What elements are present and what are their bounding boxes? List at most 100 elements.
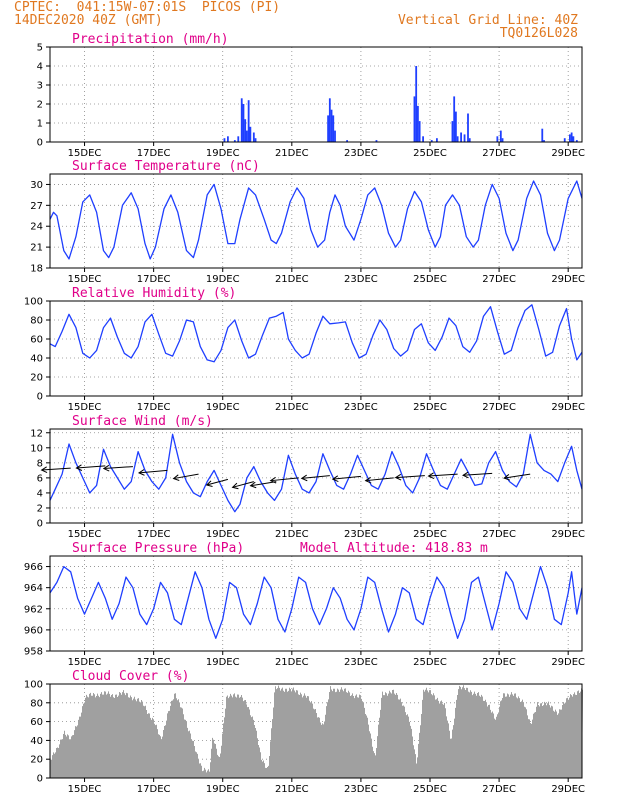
x-tick-label: 19DEC — [206, 529, 240, 540]
y-tick-label: 20 — [30, 373, 43, 384]
panel-2: 0 20 40 60 80 100 15DEC 17DEC 19DEC 21DEC 23DEC 25D… — [24, 286, 585, 413]
panel-title: Surface Pressure (hPa) — [72, 541, 244, 556]
precip-bar — [415, 66, 418, 142]
wind-arrow-head — [75, 464, 83, 471]
panel-frame — [49, 46, 583, 143]
y-tick-label: 21 — [30, 243, 43, 254]
y-tick-label: 60 — [30, 335, 43, 346]
precip-bar — [330, 109, 333, 142]
x-tick-label: 21DEC — [275, 274, 309, 285]
precip-bar — [453, 96, 456, 142]
panel-title: Relative Humidity (%) — [72, 286, 236, 301]
wind-arrow — [138, 469, 168, 474]
y-tick-label: 0 — [37, 138, 43, 149]
x-tick-label: 29DEC — [551, 657, 585, 668]
wind-arrow-head — [137, 469, 145, 476]
wind-arrow — [463, 472, 493, 476]
precip-bar — [237, 136, 240, 142]
y-tick-label: 6 — [37, 473, 43, 484]
panel-title: Precipitation (mm/h) — [72, 32, 229, 47]
x-tick-label: 21DEC — [275, 784, 309, 795]
panel-frame — [49, 683, 583, 779]
y-tick-label: 964 — [24, 583, 43, 594]
y-tick-label: 8 — [37, 458, 43, 469]
precip-bar — [375, 140, 378, 142]
precip-bar — [569, 134, 571, 142]
x-tick-label: 27DEC — [482, 529, 516, 540]
precip-bar — [572, 136, 575, 142]
panel-3: 0 2 4 6 8 10 12 15DEC 17DEC 19DEC 21DEC 23DEC 25DEC 2… — [30, 414, 585, 540]
x-tick-label: 21DEC — [275, 148, 309, 159]
header-right-line1: Vertical Grid Line: 40Z — [397, 13, 578, 28]
x-tick-label: 21DEC — [275, 657, 309, 668]
x-tick-label: 25DEC — [413, 148, 447, 159]
precip-bar — [575, 140, 578, 142]
precip-bar — [499, 130, 502, 142]
precip-bar — [541, 128, 544, 142]
wind-arrow-head — [503, 474, 510, 481]
x-tick-label: 25DEC — [413, 402, 447, 413]
wind-arrow — [76, 465, 106, 469]
precip-bar — [244, 119, 247, 142]
wind-arrow — [41, 467, 71, 471]
y-tick-label: 2 — [37, 100, 43, 111]
x-tick-label: 19DEC — [206, 148, 240, 159]
wind-arrow-head — [364, 476, 372, 484]
x-tick-label: 29DEC — [551, 529, 585, 540]
y-tick-label: 18 — [30, 264, 43, 275]
x-tick-label: 29DEC — [551, 402, 585, 413]
x-tick-label: 23DEC — [344, 784, 378, 795]
y-tick-label: 40 — [30, 736, 43, 747]
x-tick-label: 19DEC — [206, 784, 240, 795]
precip-bar — [418, 121, 421, 142]
x-tick-label: 27DEC — [482, 148, 516, 159]
wind-arrow — [301, 475, 330, 479]
cloud-cover-area — [50, 685, 583, 778]
precip-bar — [247, 100, 250, 142]
x-tick-label: 27DEC — [482, 274, 516, 285]
wind-arrow — [270, 477, 299, 482]
precip-bar — [543, 140, 545, 142]
wind-arrow — [365, 477, 394, 482]
y-tick-label: 100 — [24, 297, 43, 308]
precip-bar — [252, 132, 255, 142]
x-tick-label: 21DEC — [275, 402, 309, 413]
y-tick-label: 5 — [37, 43, 43, 54]
y-tick-label: 960 — [24, 625, 43, 636]
header-left-line1: CPTEC: 041:15W-07:01S PICOS (PI) — [14, 0, 281, 15]
y-tick-label: 0 — [37, 774, 43, 785]
wind-arrow-head — [249, 481, 257, 489]
x-tick-label: 15DEC — [68, 274, 102, 285]
y-tick-label: 966 — [24, 562, 43, 573]
precip-bar — [249, 126, 252, 142]
precip-bar — [240, 98, 243, 142]
panel-1: 18 21 24 27 30 15DEC 17DEC 19DEC 21DEC 23DEC 25DEC… — [30, 159, 585, 285]
x-tick-label: 17DEC — [137, 784, 171, 795]
header-right-line2: TQ0126L028 — [499, 26, 578, 41]
y-tick-label: 20 — [30, 755, 43, 766]
x-tick-label: 17DEC — [137, 274, 171, 285]
x-tick-label: 25DEC — [413, 529, 447, 540]
x-tick-label: 27DEC — [482, 657, 516, 668]
x-tick-label: 29DEC — [551, 784, 585, 795]
series-line — [49, 304, 583, 363]
y-tick-label: 80 — [30, 698, 43, 709]
precip-bar — [346, 140, 348, 142]
panel-frame — [49, 555, 583, 652]
y-tick-label: 10 — [30, 443, 43, 454]
y-tick-label: 30 — [30, 180, 43, 191]
wind-arrow-head — [462, 471, 469, 479]
precip-bar — [467, 113, 469, 142]
x-tick-label: 23DEC — [344, 657, 378, 668]
x-tick-label: 19DEC — [206, 274, 240, 285]
wind-arrow-head — [331, 475, 339, 482]
panel-5: 0 20 40 60 80 100 15DEC 17DEC 19DEC 21DEC 23DEC 25D… — [24, 669, 585, 795]
y-tick-label: 24 — [30, 222, 43, 233]
wind-arrow-head — [269, 476, 277, 484]
y-tick-label: 3 — [37, 81, 43, 92]
x-tick-label: 27DEC — [482, 402, 516, 413]
y-tick-label: 2 — [37, 503, 43, 514]
series-line — [49, 565, 583, 639]
precip-bar — [327, 115, 329, 142]
